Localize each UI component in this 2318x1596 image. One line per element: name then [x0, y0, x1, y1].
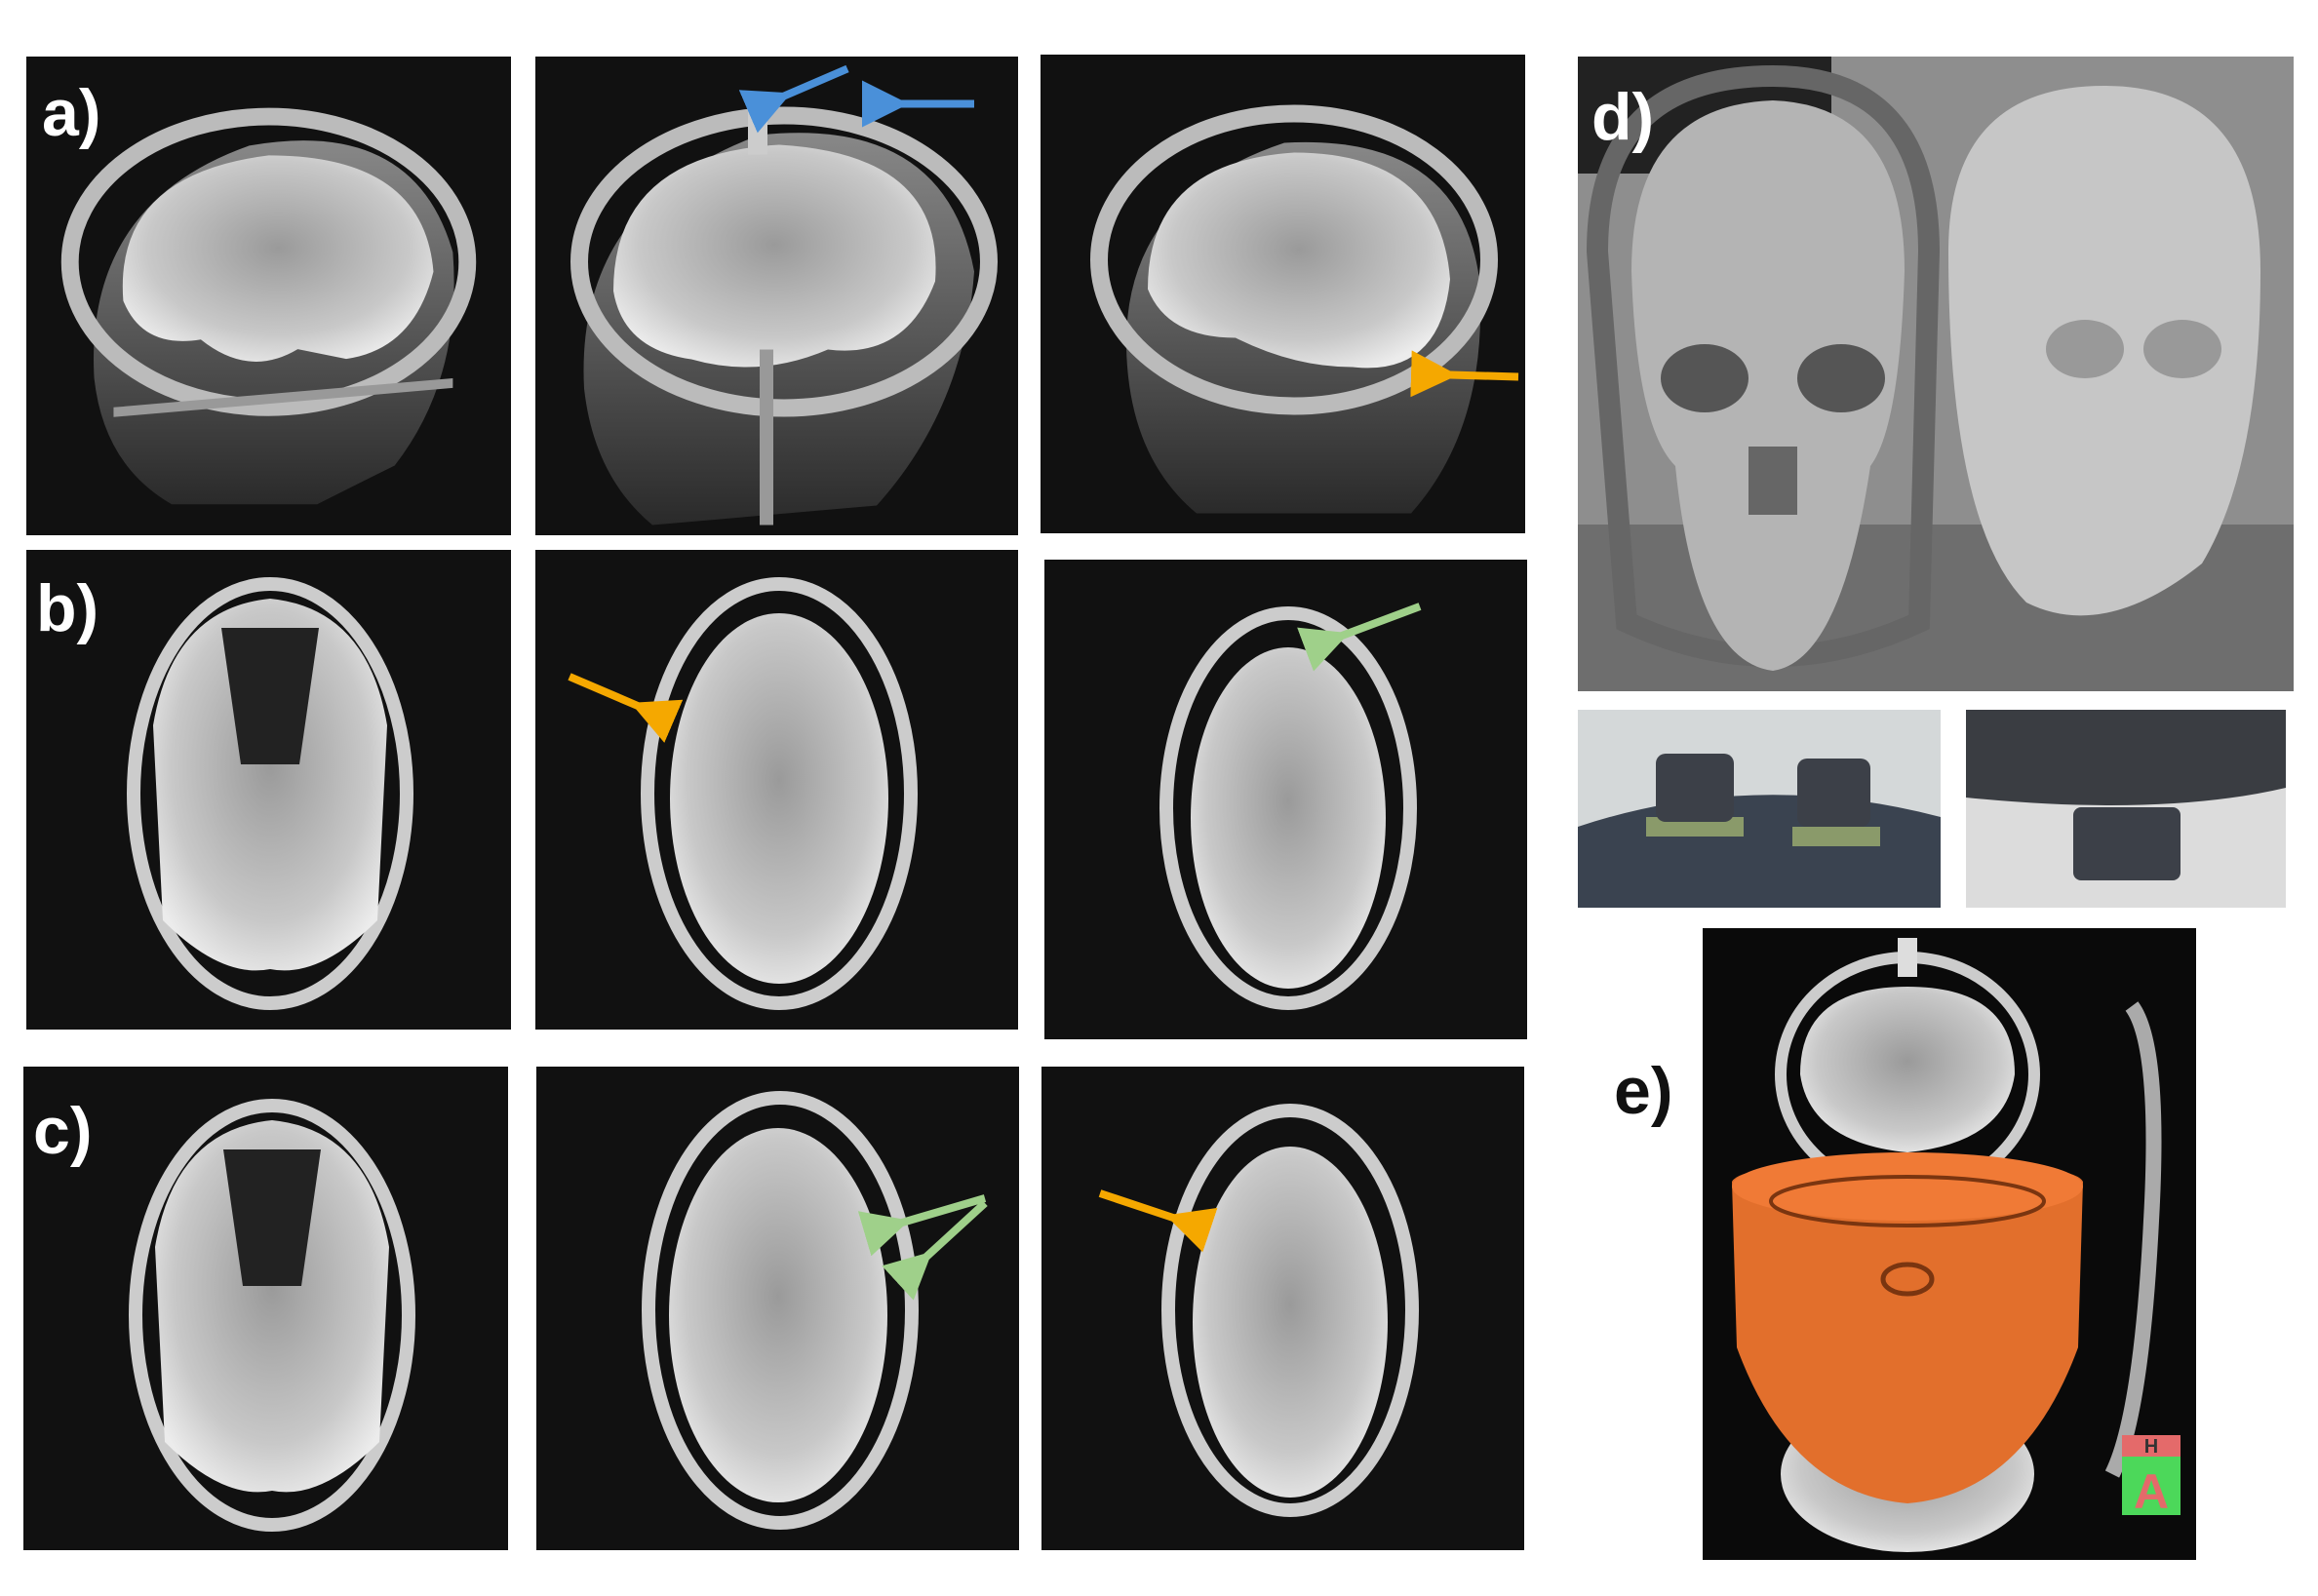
screw-cap-side-photo — [1966, 710, 2286, 908]
panel-b-axial-2 — [535, 550, 1018, 1030]
connector-side-photo — [1966, 710, 2286, 908]
panel-d-phantom-photo: d) — [1578, 57, 2294, 691]
mri-3d-volume-render: H A — [1732, 938, 2180, 1552]
panel-b-axial-1: b) — [26, 550, 511, 1030]
screw-caps-photo — [1578, 710, 1941, 908]
panel-a-sagittal-3 — [1041, 55, 1525, 533]
mri-axial-image — [127, 577, 413, 1010]
orientation-cube-top-label: H — [2144, 1436, 2158, 1458]
panel-label-b: b) — [36, 571, 99, 645]
orientation-cube-front-label: A — [2134, 1464, 2169, 1519]
panel-b-axial-3 — [1044, 560, 1527, 1039]
panel-label-e: e) — [1614, 1054, 1673, 1128]
connector-caps-photo — [1578, 710, 1941, 908]
mri-axial-image — [129, 1099, 415, 1532]
mri-sagittal-image — [570, 64, 998, 526]
panel-c-axial-1: c) — [23, 1067, 508, 1550]
panel-label-c: c) — [33, 1094, 93, 1168]
panel-e-3d-render: H A — [1703, 928, 2196, 1560]
panel-label-d: d) — [1591, 80, 1655, 154]
skull-and-head-phantom-photo — [1578, 57, 2294, 691]
panel-c-axial-3 — [1041, 1067, 1524, 1550]
panel-a-sagittal-1: a) — [26, 57, 511, 535]
mri-axial-image — [642, 1091, 988, 1530]
mri-sagittal-image — [1090, 104, 1519, 514]
mri-sagittal-image — [60, 107, 477, 505]
panel-a-sagittal-2 — [535, 57, 1018, 535]
panel-c-axial-2 — [536, 1067, 1019, 1550]
mri-axial-image — [1098, 1104, 1419, 1517]
panel-label-a: a) — [42, 76, 101, 150]
mri-axial-image — [568, 577, 918, 1010]
mri-axial-image — [1159, 603, 1422, 1010]
